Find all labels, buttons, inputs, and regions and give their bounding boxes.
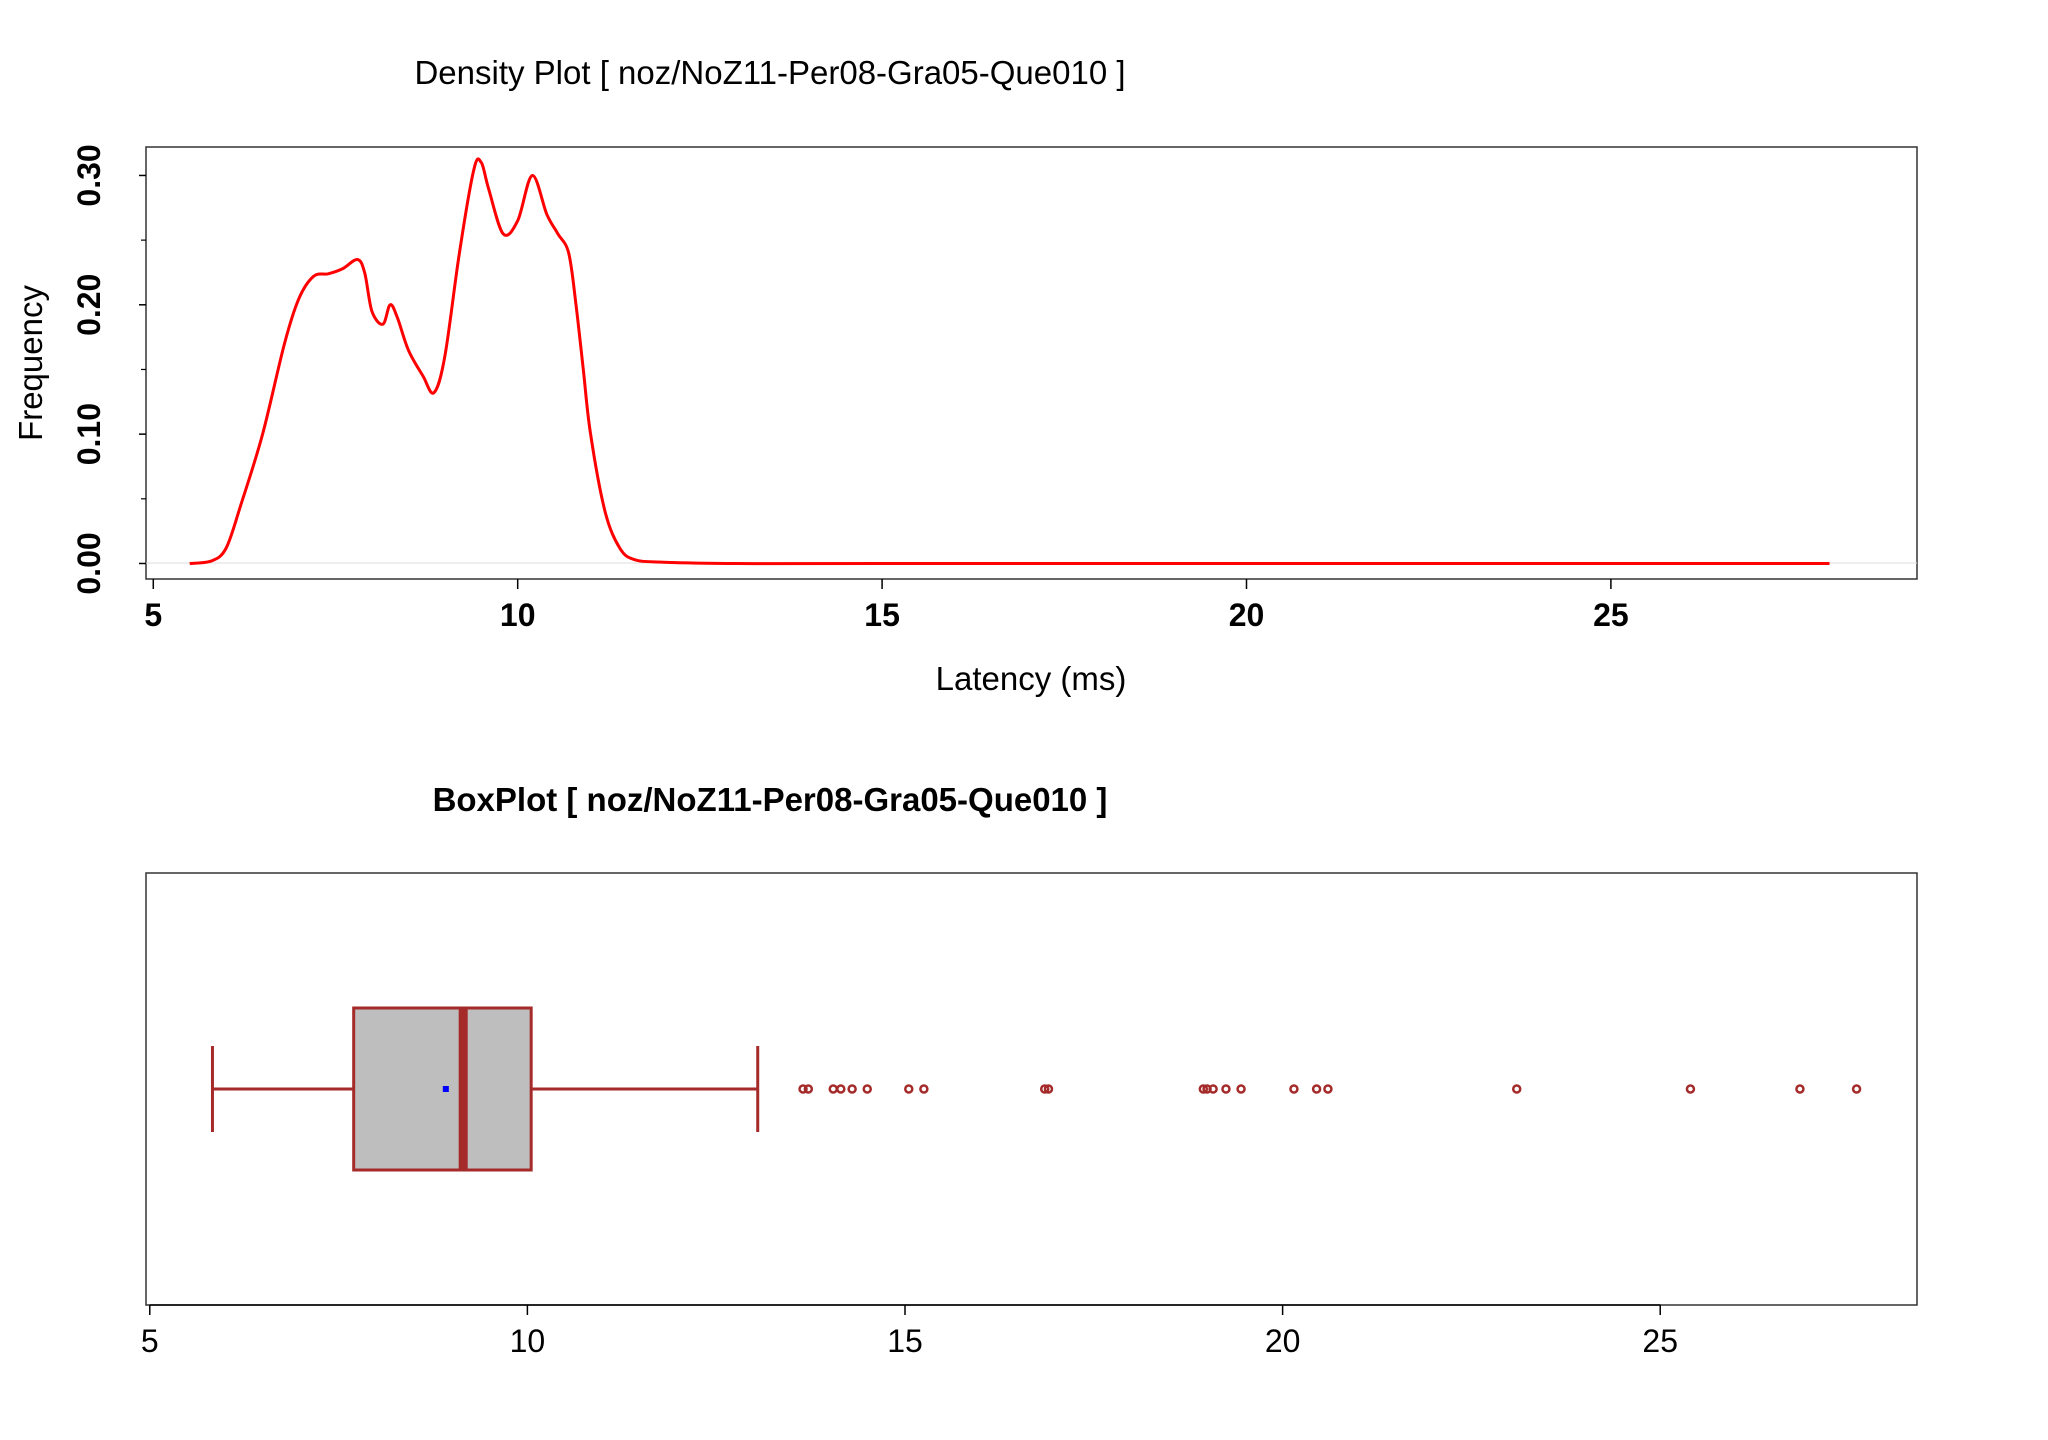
boxplot-outlier-point xyxy=(1851,1084,1862,1094)
density-y-tick-label: 0.10 xyxy=(71,403,107,465)
boxplot-outlier-point xyxy=(803,1084,814,1094)
boxplot-x-axis: 5 10 15 20 25 xyxy=(141,1304,1678,1359)
boxplot-outlier-point xyxy=(836,1084,846,1094)
density-x-tick-label: 15 xyxy=(864,597,900,633)
density-x-tick-label: 20 xyxy=(1229,597,1265,633)
density-x-tick-label: 25 xyxy=(1593,597,1629,633)
boxplot-outlier-point xyxy=(1043,1084,1054,1094)
boxplot-outlier-point xyxy=(1039,1084,1050,1094)
boxplot-mean-marker xyxy=(442,1086,449,1092)
density-plot-frame xyxy=(145,146,1918,580)
boxplot-outlier-point xyxy=(1198,1084,1209,1094)
density-y-tick-label: 0.20 xyxy=(71,274,107,336)
boxplot-outlier-point xyxy=(1221,1084,1231,1094)
boxplot-outlier-point xyxy=(904,1084,914,1094)
density-x-axis-label: Latency (ms) xyxy=(936,660,1127,697)
boxplot-outlier-point xyxy=(1311,1084,1322,1094)
density-y-tick-label: 0.00 xyxy=(71,532,107,594)
density-y-axis-label: Frequency xyxy=(12,285,49,441)
boxplot-outlier-point xyxy=(847,1084,857,1094)
density-x-tick-label: 5 xyxy=(144,597,162,633)
density-x-axis: 5 10 15 20 25 xyxy=(144,579,1629,633)
boxplot-outlier-point xyxy=(798,1084,808,1094)
boxplot-outlier-point xyxy=(1685,1084,1696,1094)
boxplot-x-tick-label: 15 xyxy=(887,1323,923,1359)
boxplot-outlier-point xyxy=(828,1084,839,1094)
boxplot-panel: BoxPlot [ noz/NoZ11-Per08-Gra05-Que010 ]… xyxy=(141,781,1918,1359)
boxplot-outlier-point xyxy=(1511,1084,1522,1094)
boxplot-x-tick-label: 5 xyxy=(141,1323,159,1359)
boxplot-outlier-point xyxy=(1795,1084,1805,1094)
boxplot-outlier-point xyxy=(1323,1084,1333,1094)
boxplot-x-tick-label: 10 xyxy=(510,1323,546,1359)
boxplot-outlier-point xyxy=(1289,1084,1299,1094)
boxplot-outlier-point xyxy=(1208,1084,1218,1094)
density-x-tick-label: 10 xyxy=(500,597,536,633)
density-y-axis: 0.00 0.10 0.20 0.30 xyxy=(71,144,146,595)
boxplot-outlier-point xyxy=(862,1084,872,1094)
boxplot-outlier-point xyxy=(919,1084,929,1094)
boxplot-marks xyxy=(210,1006,1862,1172)
density-title: Density Plot [ noz/NoZ11-Per08-Gra05-Que… xyxy=(414,54,1125,91)
boxplot-x-tick-label: 25 xyxy=(1642,1323,1678,1359)
density-panel: Density Plot [ noz/NoZ11-Per08-Gra05-Que… xyxy=(12,54,1918,697)
density-curve xyxy=(189,157,1830,566)
boxplot-x-tick-label: 20 xyxy=(1265,1323,1301,1359)
density-y-tick-label: 0.30 xyxy=(71,144,107,206)
boxplot-title: BoxPlot [ noz/NoZ11-Per08-Gra05-Que010 ] xyxy=(433,781,1108,818)
boxplot-box xyxy=(352,1006,533,1172)
boxplot-outlier-point xyxy=(1236,1084,1246,1094)
